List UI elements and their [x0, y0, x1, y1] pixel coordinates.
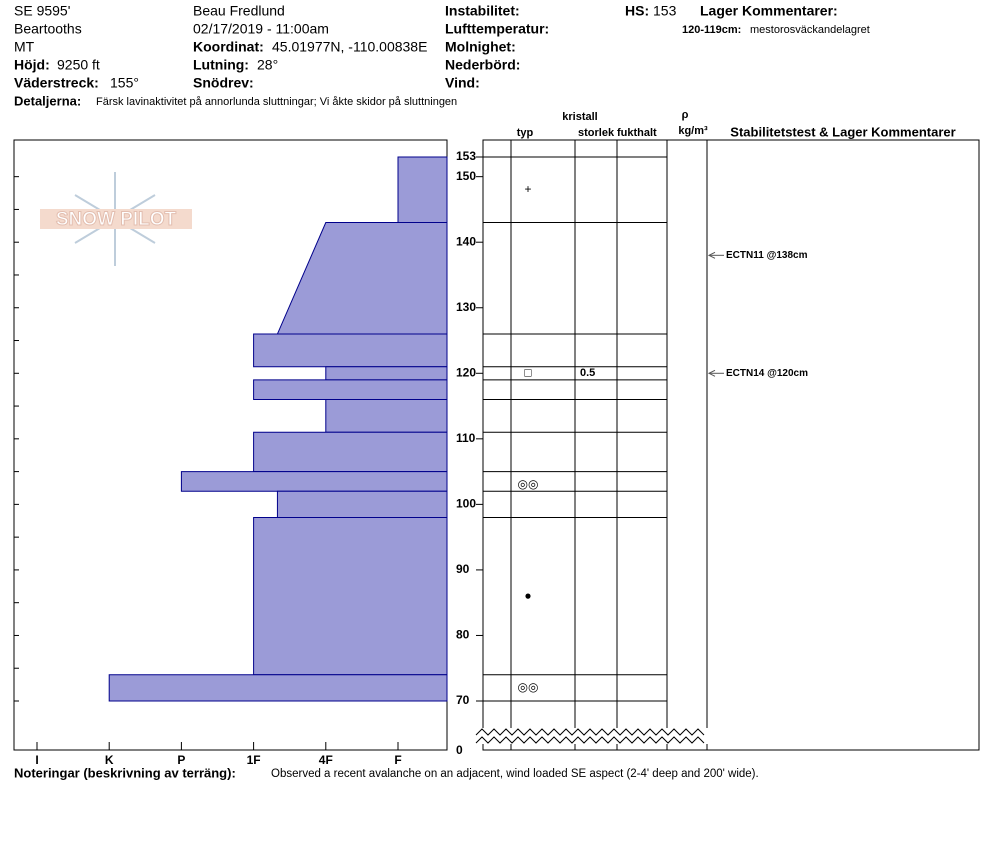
y-tick-label: 100 [456, 497, 476, 511]
column-header: storlek [578, 127, 615, 139]
stratigraphy-frame [482, 139, 980, 751]
grain-symbol: ● [524, 588, 531, 602]
test-arrowhead [707, 251, 716, 259]
logo: SNOW PILOT [40, 172, 192, 266]
field-value: 28° [257, 57, 278, 73]
column-header: kg/m³ [678, 125, 708, 137]
field-value: 45.01977N, -110.00838E [272, 39, 427, 55]
hardness-layer [180, 471, 448, 492]
hardness-layer [276, 490, 448, 518]
y-tick-label: 130 [456, 300, 476, 314]
field-label: Lufttemperatur: [445, 21, 549, 37]
axis-break [475, 736, 705, 744]
test-label: ECTN14 @120cm [726, 368, 808, 379]
grain-symbol: ◎◎ [518, 680, 539, 694]
grain-size: 0.5 [580, 367, 595, 379]
hardness-layer [253, 431, 448, 473]
details: Färsk lavinaktivitet på annorlunda slutt… [96, 96, 457, 108]
hardness-layer [253, 379, 448, 401]
field-label: HS: [625, 3, 649, 19]
field-label: Snödrev: [193, 75, 254, 91]
x-tick-label: F [394, 753, 401, 767]
field-value: 155° [110, 75, 139, 91]
x-tick-label: P [177, 753, 185, 767]
field-label: Molnighet: [445, 39, 516, 55]
hardness-layer [325, 366, 448, 381]
y-tick-label: 120 [456, 365, 476, 379]
x-tick-label: 4F [319, 753, 333, 767]
range: Beartooths [14, 21, 82, 37]
field-label: Detaljerna: [14, 93, 81, 108]
field-label: Lager Kommentarer: [700, 3, 838, 19]
logo-text: SNOW PILOT [56, 209, 177, 230]
column-lines [475, 140, 708, 750]
grain-symbol: □ [524, 365, 531, 379]
field-label: Höjd: [14, 57, 50, 73]
location: SE 9595' [14, 3, 70, 19]
y-tick-label: 70 [456, 693, 470, 707]
y-tick-label: 80 [456, 628, 470, 642]
column-header: ρ [682, 109, 689, 121]
axis-break [475, 728, 705, 736]
y-tick-label: 140 [456, 234, 476, 248]
hardness-layer [253, 516, 448, 676]
grain-symbol: ◎◎ [518, 477, 539, 491]
axis-break-bg [476, 728, 708, 744]
y-tick-label: 150 [456, 169, 476, 183]
hardness-layer [253, 333, 448, 368]
hardness-layer [108, 674, 448, 702]
x-tick-label: K [105, 753, 114, 767]
observer: Beau Fredlund [193, 3, 285, 19]
column-header: kristall [562, 111, 597, 123]
column-header: typ [517, 127, 534, 139]
notes-label: Noteringar (beskrivning av terräng): [14, 765, 236, 780]
grain-symbol: + [524, 182, 531, 196]
comment: mestorosväckandelagret [750, 24, 870, 36]
logo-band [40, 209, 192, 229]
x-tick-label: I [35, 753, 38, 767]
y-break-label: 0 [456, 743, 463, 757]
test-label: ECTN11 @138cm [726, 250, 808, 261]
hardness-layer [276, 222, 448, 335]
column-headers: kristall typ storlek fukthalt ρ kg/m³ St… [517, 109, 956, 140]
field-label: Väderstreck: [14, 75, 99, 91]
header: SE 9595' Beartooths MT Höjd: 9250 ft Väd… [14, 3, 870, 109]
column-header: fukthalt [617, 127, 657, 139]
state: MT [14, 39, 35, 55]
y-tick-label: 110 [456, 431, 476, 445]
column-header: Stabilitetstest & Lager Kommentarer [730, 124, 955, 139]
test-arrowhead [707, 369, 716, 377]
hardness-layer [325, 399, 448, 433]
field-label: Vind: [445, 75, 480, 91]
hardness-layer [397, 156, 448, 224]
y-tick-label: 90 [456, 562, 470, 576]
field-label: Lutning: [193, 57, 249, 73]
comment-range: 120-119cm: [682, 24, 741, 36]
notes: Observed a recent avalanche on an adjace… [271, 768, 759, 780]
field-value: 9250 ft [57, 57, 100, 73]
field-label: Instabilitet: [445, 3, 520, 19]
field-label: Nederbörd: [445, 57, 520, 73]
datetime: 02/17/2019 - 11:00am [193, 21, 329, 37]
x-tick-label: 1F [247, 753, 261, 767]
y-tick-label: 153 [456, 149, 476, 163]
field-value: 153 [653, 3, 677, 19]
field-label: Koordinat: [193, 39, 264, 55]
